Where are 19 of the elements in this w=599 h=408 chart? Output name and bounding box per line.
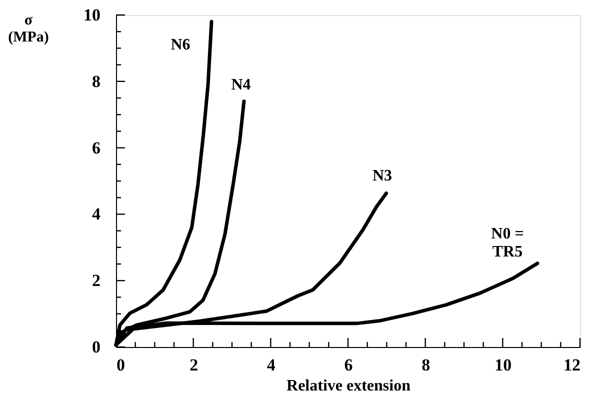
series-label: N3 (372, 167, 392, 184)
x-tick-label: 10 (494, 356, 512, 374)
x-tick-label: 0 (116, 356, 125, 374)
y-axis-title: σ (MPa) (8, 12, 49, 46)
y-tick-label: 8 (92, 72, 100, 91)
y-tick-label: 2 (92, 271, 100, 290)
y-tick-label: 0 (92, 338, 100, 356)
x-tick-label: 12 (564, 356, 580, 374)
series-label: N0 = TR5 (491, 225, 524, 260)
x-tick-label: 4 (266, 356, 276, 374)
x-tick-label: 6 (344, 356, 353, 374)
series-label: N6 (170, 36, 190, 54)
series-label: N4 (231, 76, 251, 94)
x-axis-title: Relative extension (286, 378, 411, 394)
x-tick-label: 2 (190, 356, 198, 374)
y-tick-label: 6 (92, 138, 100, 158)
y-tick-label: 10 (84, 6, 100, 24)
x-tick-label: 8 (422, 356, 430, 374)
y-tick-label: 4 (92, 204, 101, 224)
